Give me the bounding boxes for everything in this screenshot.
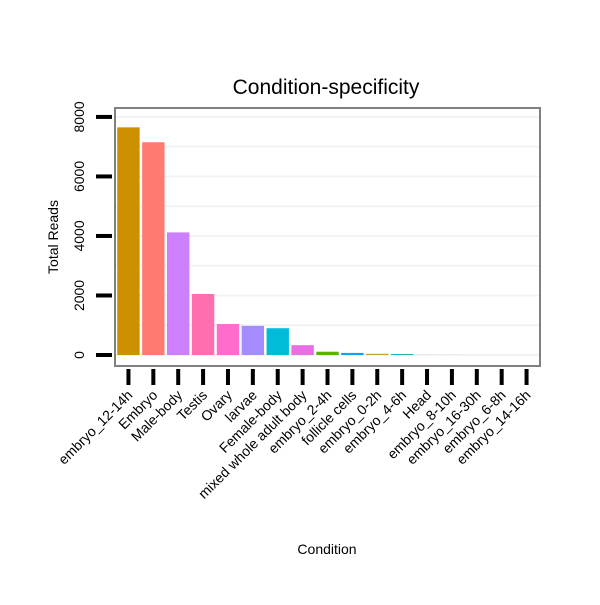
y-tick-label: 0 (71, 351, 87, 359)
bar-mixed-whole-adult-body[interactable] (291, 345, 313, 355)
y-tick-label: 2000 (71, 280, 87, 311)
y-tick-label: 8000 (71, 101, 87, 132)
bar-male-body[interactable] (167, 232, 189, 355)
bar-embryo-0-2h[interactable] (366, 354, 388, 355)
bar-ovary[interactable] (217, 324, 239, 355)
bar-female-body[interactable] (267, 328, 289, 355)
x-axis: embryo_12-14hEmbryoMale-bodyTestisOvaryl… (55, 369, 534, 502)
y-axis: 0 2000 4000 6000 8000 (71, 101, 112, 359)
bar-follicle-cells[interactable] (341, 353, 363, 355)
bar-embryo-2-4h[interactable] (316, 352, 338, 355)
bar-embryo[interactable] (142, 142, 164, 355)
bar-testis[interactable] (192, 294, 214, 355)
bar-embryo-4-6h[interactable] (391, 354, 413, 355)
y-axis-title: Total Reads (45, 200, 61, 274)
y-tick-label: 6000 (71, 161, 87, 192)
bar-embryo-12-14h[interactable] (117, 127, 139, 355)
bars-layer (117, 127, 538, 355)
y-tick-label: 4000 (71, 220, 87, 251)
bar-larvae[interactable] (242, 326, 264, 355)
x-axis-title: Condition (297, 541, 356, 557)
chart-title: Condition-specificity (233, 76, 420, 99)
